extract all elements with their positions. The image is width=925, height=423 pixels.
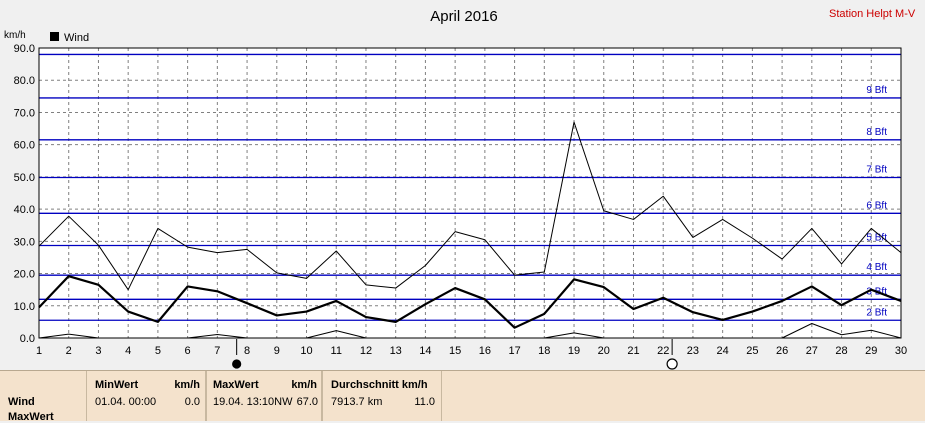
max-header: MaxWert — [213, 379, 259, 391]
y-axis-unit: km/h — [4, 30, 26, 41]
y-tick-label: 50.0 — [14, 172, 35, 184]
min-header: MinWert — [95, 379, 139, 391]
avg-value: 11.0 — [414, 396, 435, 408]
x-tick-label: 23 — [687, 345, 699, 357]
x-tick-label: 18 — [538, 345, 550, 357]
beaufort-label: 9 Bft — [866, 85, 887, 96]
x-tick-label: 20 — [598, 345, 610, 357]
beaufort-label: 5 Bft — [866, 233, 887, 244]
beaufort-label: 8 Bft — [866, 127, 887, 138]
series-max-line — [38, 121, 902, 291]
y-tick-label: 0.0 — [20, 333, 35, 345]
moon-markers — [232, 339, 678, 370]
y-tick-label: 10.0 — [14, 301, 35, 313]
y-tick-label: 40.0 — [14, 204, 35, 216]
x-tick-label: 11 — [331, 345, 342, 357]
avg-column: Durchschnitt km/h 7913.7 km 11.0 — [322, 371, 442, 421]
max-date: 19.04. 13:10NW — [213, 396, 293, 408]
x-tick-label: 27 — [806, 345, 818, 357]
x-tick-label: 9 — [274, 345, 280, 357]
avg-header: Durchschnitt km/h — [331, 379, 428, 391]
max-unit: km/h — [291, 379, 317, 391]
beaufort-label: 2 Bft — [866, 307, 887, 318]
y-tick-label: 60.0 — [14, 140, 35, 152]
wind-chart: April 2016 Station Helpt M-V km/h Wind 2… — [4, 8, 916, 370]
y-tick-label: 30.0 — [14, 236, 35, 248]
x-tick-label: 29 — [865, 345, 877, 357]
min-date: 01.04. 00:00 — [95, 396, 157, 408]
x-tick-label: 13 — [390, 345, 402, 357]
x-tick-label: 10 — [300, 345, 312, 357]
x-tick-label: 12 — [360, 345, 372, 357]
x-tick-label: 14 — [419, 345, 431, 357]
plot-border — [38, 47, 902, 339]
max-column: MaxWert km/h 19.04. 13:10NW 67.0 — [206, 371, 322, 421]
legend-label: Wind — [64, 32, 89, 44]
chart-title: April 2016 — [430, 8, 498, 25]
beaufort-label: 4 Bft — [866, 262, 887, 273]
axes: 0.0 10.0 20.0 30.0 40.0 50.0 60.0 70.0 80.0 90.0 1… — [14, 43, 908, 357]
x-tick-label: 28 — [835, 345, 847, 357]
summary-panel: Wind MaxWert MinWert km/h 01.04. 00:00 0… — [0, 370, 925, 423]
x-tick-label: 30 — [895, 345, 907, 357]
grid — [39, 48, 901, 338]
max-value: 67.0 — [296, 396, 318, 408]
x-tick-label: 17 — [508, 345, 520, 357]
row-label-maxwert: MaxWert — [8, 411, 54, 423]
x-tick-label: 1 — [36, 345, 42, 357]
min-unit: km/h — [174, 379, 200, 391]
full-moon-icon — [232, 359, 242, 369]
x-tick-label: 3 — [95, 345, 101, 357]
min-column: MinWert km/h 01.04. 00:00 0.0 — [86, 371, 206, 421]
y-tick-label: 90.0 — [14, 43, 35, 55]
y-tick-label: 70.0 — [14, 107, 35, 119]
new-moon-icon — [666, 358, 678, 370]
beaufort-label: 6 Bft — [866, 200, 887, 211]
x-tick-label: 5 — [155, 345, 161, 357]
min-value: 0.0 — [184, 396, 200, 408]
row-label-wind: Wind — [8, 396, 35, 408]
plot-area — [39, 48, 901, 338]
x-tick-label: 21 — [627, 345, 639, 357]
x-tick-label: 7 — [214, 345, 220, 357]
x-tick-label: 24 — [717, 345, 729, 357]
x-tick-label: 15 — [449, 345, 461, 357]
x-tick-label: 8 — [244, 345, 250, 357]
station-label: Station Helpt M-V — [829, 8, 916, 20]
x-tick-label: 16 — [479, 345, 491, 357]
x-tick-label: 19 — [568, 345, 580, 357]
avg-distance: 7913.7 km — [331, 396, 383, 408]
x-tick-label: 2 — [66, 345, 72, 357]
x-tick-label: 26 — [776, 345, 788, 357]
legend-swatch — [50, 32, 59, 41]
beaufort-label: 7 Bft — [866, 165, 887, 176]
y-tick-label: 80.0 — [14, 75, 35, 87]
y-tick-label: 20.0 — [14, 269, 35, 281]
series-avg-line — [38, 275, 902, 329]
x-tick-label: 4 — [125, 345, 131, 357]
x-tick-label: 25 — [746, 345, 758, 357]
x-tick-label: 22 — [657, 345, 669, 357]
x-tick-label: 6 — [185, 345, 191, 357]
